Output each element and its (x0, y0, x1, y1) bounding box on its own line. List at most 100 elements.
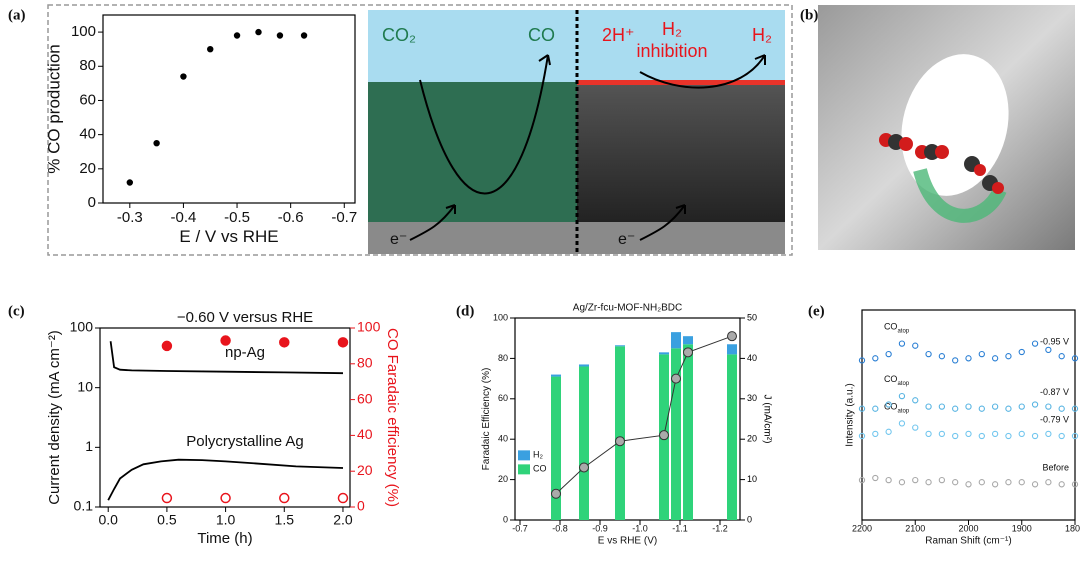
point (233, 32, 241, 39)
x-tick-label: 2100 (905, 523, 925, 533)
y-tick-label: 100 (71, 23, 96, 40)
molecules (879, 133, 1004, 194)
y-tick-label: 40 (79, 126, 96, 143)
y-tick-label: 20 (79, 160, 96, 177)
point (872, 405, 879, 412)
point (978, 479, 985, 486)
x-tick-label: 1800 (1065, 523, 1080, 533)
point (912, 342, 919, 349)
point (1031, 481, 1039, 488)
panel-label: (d) (456, 303, 474, 319)
point (978, 432, 985, 440)
point (912, 476, 919, 484)
x-tick-label: -1.2 (712, 523, 728, 533)
annotation-subscript: atop (897, 328, 909, 334)
bar (671, 348, 681, 520)
label: H₂ (752, 25, 772, 45)
legend-label: CO (533, 464, 547, 474)
y2-tick-label: 40 (357, 426, 373, 442)
y2-tick-label: 20 (747, 434, 757, 444)
point (938, 476, 946, 484)
line (109, 341, 344, 375)
series-label: Polycrystalline Ag (186, 433, 304, 450)
y-tick-label: 80 (498, 353, 508, 363)
point (885, 476, 892, 484)
y2-tick-label: 40 (747, 353, 757, 363)
x-tick-label: -0.3 (117, 209, 143, 226)
y-tick-label: 60 (498, 393, 508, 403)
y2-tick-label: 0 (357, 498, 365, 514)
y-tick-label: 20 (498, 474, 508, 484)
y-tick-label: 80 (79, 57, 96, 74)
y2-tick-label: 10 (747, 474, 757, 484)
point (858, 357, 866, 364)
panel-label: (b) (800, 7, 818, 23)
bar (727, 354, 737, 520)
point (898, 392, 906, 400)
bar (579, 364, 589, 367)
label: inhibition (636, 41, 707, 61)
y-tick-label: 1 (85, 438, 93, 454)
point (1058, 353, 1065, 360)
point (952, 405, 959, 412)
point (276, 32, 284, 39)
point (1005, 479, 1012, 486)
y2-tick-label: 100 (357, 319, 381, 335)
x-tick-label: -0.7 (512, 523, 528, 533)
x-axis-title: E vs RHE (V) (598, 535, 657, 546)
y-axis-title: Intensity (a.u.) (845, 383, 856, 446)
point (671, 373, 681, 384)
y2-tick-label: 20 (357, 462, 373, 478)
point (1018, 479, 1025, 486)
np-ag-layer (368, 82, 577, 223)
point (1045, 403, 1052, 410)
x-tick-label: 0.0 (98, 512, 118, 528)
y-tick-label: 100 (493, 312, 508, 322)
series-label: Before (1042, 463, 1069, 473)
point (965, 403, 972, 410)
panel-frame (47, 4, 793, 256)
point (180, 73, 187, 80)
point (898, 340, 906, 347)
point (279, 337, 290, 348)
bar (727, 344, 737, 355)
point (938, 403, 946, 410)
bar (659, 352, 669, 355)
point (885, 350, 892, 358)
point (337, 492, 349, 504)
point (912, 424, 919, 431)
bar (671, 332, 681, 349)
y-tick-label: 0 (88, 194, 96, 211)
point (858, 432, 866, 440)
label: CO (528, 25, 555, 45)
x-tick-label: -0.5 (224, 209, 250, 226)
point (337, 337, 349, 348)
point (551, 488, 561, 499)
point (1031, 432, 1039, 440)
y2-axis-title: CO Faradaic efficiency (%) (384, 328, 401, 507)
legend-label: H₂ (533, 450, 543, 460)
point (965, 481, 972, 488)
point (220, 335, 231, 346)
point (978, 405, 985, 412)
arrow (419, 54, 549, 195)
point (938, 430, 946, 438)
point (991, 430, 999, 438)
y-axis-title: % CO production (44, 44, 63, 173)
x-tick-label: 2000 (958, 523, 978, 533)
point (1018, 348, 1025, 356)
x-axis-title: E / V vs RHE (179, 227, 278, 246)
point (1071, 432, 1079, 440)
point (952, 432, 959, 440)
label: 2H⁺ (602, 25, 635, 45)
y2-tick-label: 50 (747, 312, 757, 322)
pore (901, 54, 1009, 196)
point (1018, 430, 1025, 438)
arrow (913, 168, 1007, 223)
annotation-text: CO (884, 322, 898, 332)
point (1005, 353, 1012, 360)
point (1045, 479, 1052, 486)
x-tick-label: 1.0 (216, 512, 236, 528)
annotation-subscript: atop (897, 408, 909, 414)
